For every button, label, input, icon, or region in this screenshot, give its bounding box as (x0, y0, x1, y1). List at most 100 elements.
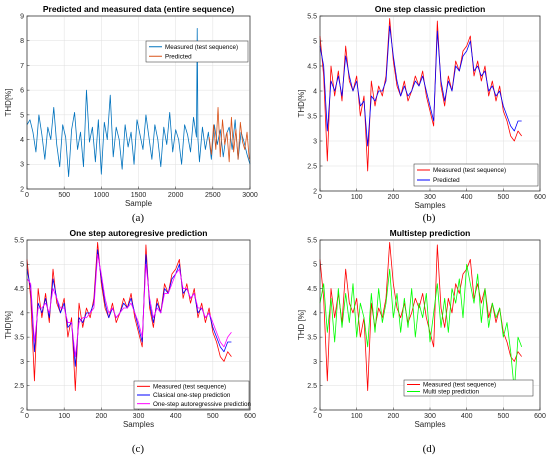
legend-entry-1: Measured (test sequence) (433, 167, 506, 174)
x-tick-label: 2000 (168, 192, 184, 199)
x-tick-label: 300 (424, 413, 436, 420)
x-tick-label: 0 (318, 194, 322, 201)
chart-title: Predicted and measured data (entire sequ… (43, 4, 234, 14)
panel-a: 0 500 1000 1500 2000 2500 3000 2 3 4 5 6 7 8 9 Predicte… (4, 4, 258, 224)
legend: Measured (test sequence)Clasical one-ste… (133, 380, 252, 410)
chart-title: Multistep prediction (390, 228, 471, 238)
panel-caption: (d) (423, 443, 436, 455)
x-tick-label: 400 (461, 413, 473, 420)
y-tick-label: 6 (20, 88, 24, 95)
x-tick-label: 100 (351, 413, 363, 420)
y-axis-label: THD [%] (297, 310, 306, 340)
panel-c: 0 100 200 300 400 500 600 2 2.5 3 3.5 4 4.5 5 5.5 One s… (4, 228, 256, 455)
series-line-2 (319, 263, 523, 391)
y-tick-label: 2.5 (307, 163, 317, 170)
x-tick-label: 0 (318, 413, 322, 420)
x-tick-label: 200 (387, 194, 399, 201)
x-tick-label: 2500 (205, 192, 221, 199)
legend-entry-2: Multi step prediction (423, 389, 479, 396)
x-tick-label: 3000 (242, 192, 258, 199)
series-line-2 (319, 25, 522, 147)
y-tick-label: 4 (313, 88, 317, 95)
y-tick-label: 2 (313, 407, 317, 414)
y-tick-label: 3 (313, 359, 317, 366)
x-tick-label: 100 (58, 413, 70, 420)
y-axis-label: THD[%] (297, 90, 306, 118)
x-tick-label: 300 (424, 194, 436, 201)
y-tick-label: 5 (313, 262, 317, 269)
legend-box (133, 380, 250, 410)
x-tick-label: 400 (461, 194, 473, 201)
y-tick-label: 5.5 (307, 237, 317, 244)
legend-box (413, 163, 539, 187)
y-tick-label: 3 (313, 138, 317, 145)
x-axis-label: Samples (414, 420, 445, 429)
x-tick-label: 600 (534, 413, 546, 420)
legend-entry-1: Measured (test sequence) (153, 384, 226, 391)
panel-d: 0 100 200 300 400 500 600 2 2.5 3 3.5 4 4.5 5 5.5 Multi… (297, 228, 546, 455)
x-tick-label: 0 (25, 413, 29, 420)
y-tick-label: 3 (20, 359, 24, 366)
y-tick-label: 8 (20, 38, 24, 45)
y-tick-label: 5 (313, 38, 317, 45)
x-tick-label: 100 (351, 194, 363, 201)
panel-b: 0 100 200 300 400 500 600 2 2.5 3 3.5 4 4.5 5 5.5 One s… (297, 4, 546, 224)
x-axis-label: Samples (414, 201, 445, 210)
x-tick-label: 300 (133, 413, 145, 420)
panel-caption: (b) (423, 212, 436, 224)
x-tick-label: 1500 (131, 192, 147, 199)
chart-title: One step autoregresive prediction (70, 228, 208, 238)
y-tick-label: 2 (313, 188, 317, 195)
legend-entry-2: Predicted (433, 177, 460, 184)
y-tick-label: 3.5 (14, 335, 24, 342)
y-tick-label: 5.5 (14, 237, 24, 244)
y-tick-label: 5 (20, 262, 24, 269)
y-axis-label: THD[%] (4, 311, 13, 339)
y-tick-label: 4.5 (307, 63, 317, 70)
y-tick-label: 5 (20, 112, 24, 119)
chart-title: One step classic prediction (375, 4, 486, 14)
legend: Measured (test sequence) Predicted (145, 40, 249, 63)
x-axis-label: Samples (123, 420, 154, 429)
x-tick-label: 600 (244, 413, 256, 420)
series-line-1 (26, 27, 251, 178)
y-tick-label: 3.5 (307, 113, 317, 120)
y-tick-label: 2 (20, 407, 24, 414)
panel-caption: (c) (132, 443, 145, 455)
y-tick-label: 4 (20, 310, 24, 317)
legend-entry-1: Measured (test sequence) (165, 44, 238, 51)
legend-entry-1: Measured (test sequence) (423, 382, 496, 389)
legend-entry-3: One-step autoregressive prediction (153, 401, 252, 408)
y-axis-label: THD[%] (4, 89, 13, 117)
y-tick-label: 2 (20, 186, 24, 193)
y-tick-label: 5.5 (307, 13, 317, 20)
series-line-3 (26, 254, 232, 357)
y-tick-label: 2.5 (14, 383, 24, 390)
x-axis-label: Sample (125, 199, 153, 208)
x-tick-label: 500 (58, 192, 70, 199)
legend: Measured (test sequence)Multi step predi… (403, 379, 534, 397)
series-line-2 (208, 107, 250, 163)
y-tick-label: 4 (20, 137, 24, 144)
x-tick-label: 200 (95, 413, 107, 420)
y-tick-label: 4 (313, 310, 317, 317)
series-line-1 (319, 242, 522, 391)
legend: Measured (test sequence) Predicted (413, 163, 539, 187)
y-tick-label: 3 (20, 162, 24, 169)
x-tick-label: 500 (497, 413, 509, 420)
x-tick-label: 1000 (94, 192, 110, 199)
y-tick-label: 2.5 (307, 383, 317, 390)
x-tick-label: 200 (387, 413, 399, 420)
y-tick-label: 7 (20, 63, 24, 70)
legend-entry-2: Clasical one-step prediction (153, 392, 231, 399)
legend-box (403, 379, 534, 397)
y-tick-label: 3.5 (307, 335, 317, 342)
series-line-2 (26, 249, 232, 367)
x-tick-label: 500 (207, 413, 219, 420)
y-tick-label: 4.5 (307, 286, 317, 293)
x-tick-label: 500 (497, 194, 509, 201)
x-tick-label: 0 (25, 192, 29, 199)
y-tick-label: 4.5 (14, 286, 24, 293)
legend-box (145, 40, 249, 63)
